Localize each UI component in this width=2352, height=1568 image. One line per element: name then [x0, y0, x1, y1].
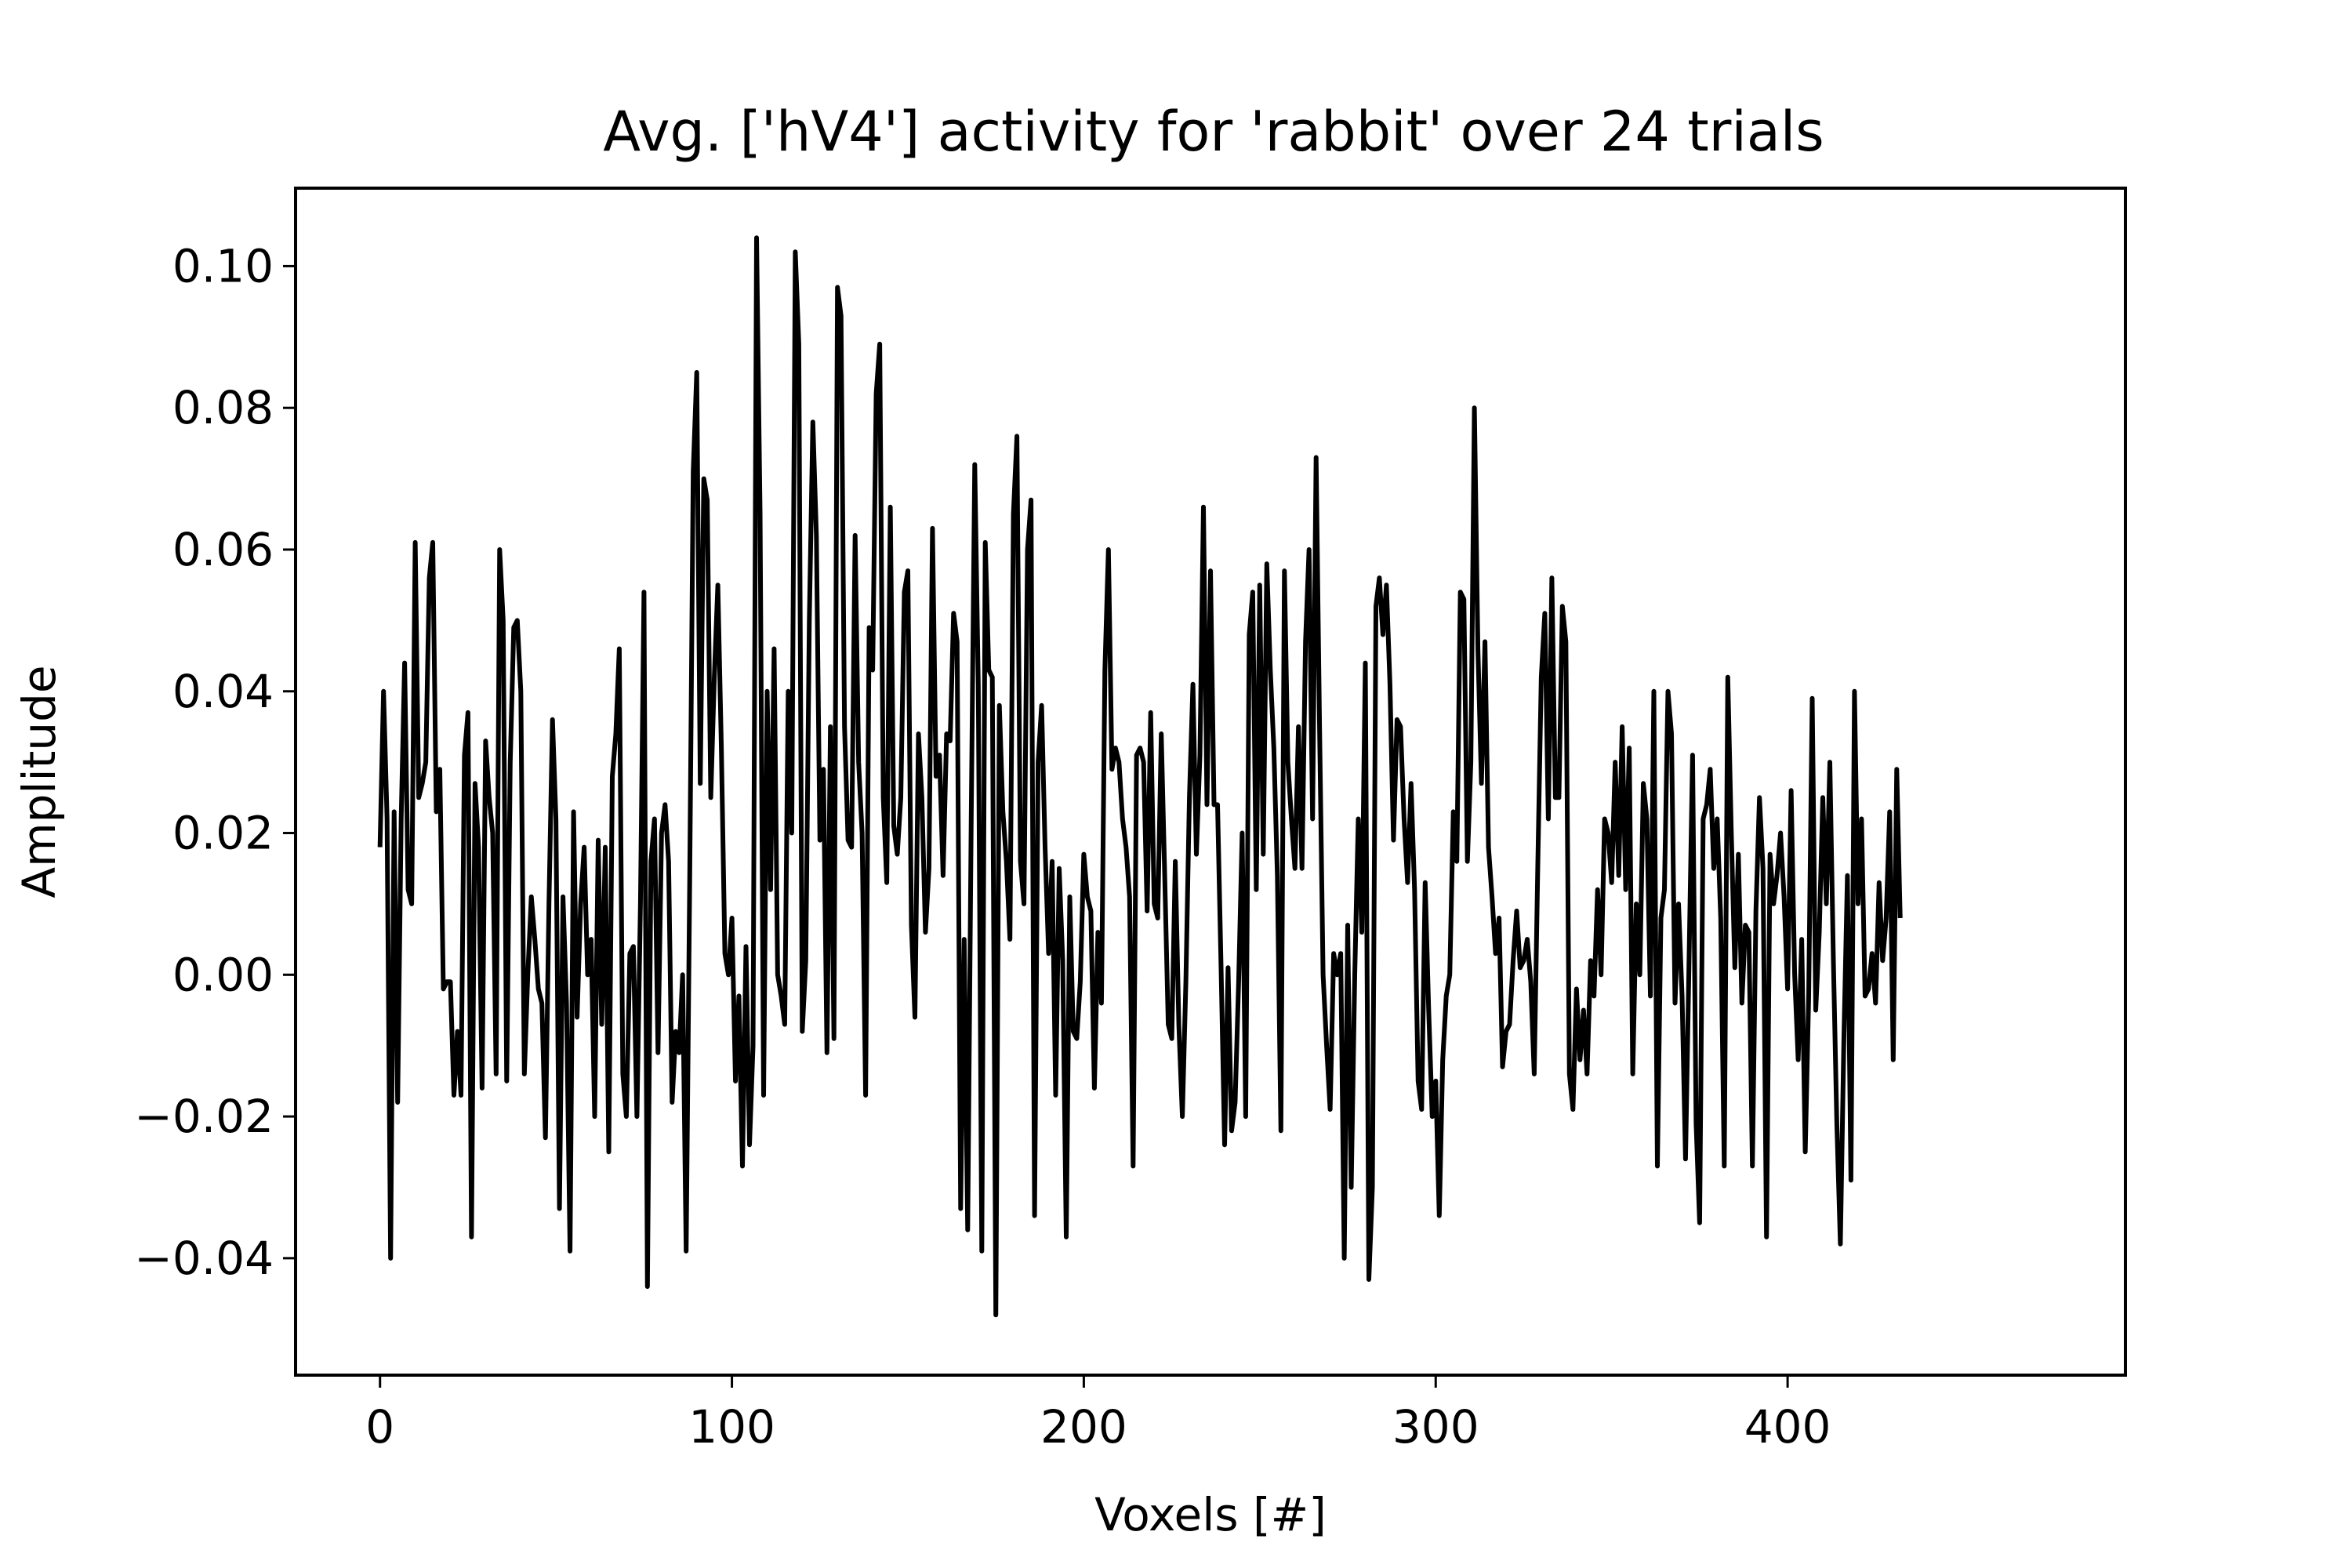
y-tick-label: 0.08 [172, 381, 274, 434]
y-axis-label: Amplitude [13, 665, 66, 898]
x-axis: 0 100 200 300 400 [365, 1375, 1831, 1454]
x-axis-label: Voxels [#] [1094, 1488, 1327, 1541]
y-tick-label: −0.04 [134, 1232, 274, 1285]
series-line-0 [377, 235, 1903, 1318]
y-tick-label: −0.02 [134, 1090, 274, 1143]
y-tick-label: 0.02 [172, 807, 274, 860]
y-tick-label: 0.10 [172, 239, 274, 292]
x-tick-label: 200 [1040, 1400, 1127, 1454]
y-tick-label: 0.04 [172, 665, 274, 718]
plot-frame [294, 187, 2127, 1377]
x-tick-label: 300 [1392, 1400, 1479, 1454]
x-tick-label: 400 [1744, 1400, 1831, 1454]
y-tick-label: 0.00 [172, 948, 274, 1001]
x-tick-label: 0 [365, 1400, 394, 1454]
y-tick-label: 0.06 [172, 523, 274, 576]
plot-data-layer [377, 235, 1903, 1318]
y-axis: −0.04 −0.02 0.00 0.02 0.04 0.06 0.08 0.10 [134, 239, 296, 1285]
x-tick-label: 100 [688, 1400, 775, 1454]
chart-title: Avg. ['hV4'] activity for 'rabbit' over … [603, 100, 1824, 164]
